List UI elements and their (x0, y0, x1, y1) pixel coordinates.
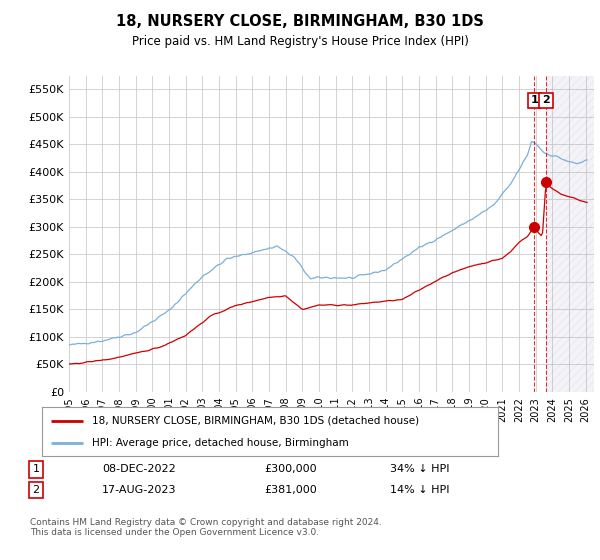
Text: Contains HM Land Registry data © Crown copyright and database right 2024.
This d: Contains HM Land Registry data © Crown c… (30, 518, 382, 538)
Text: 08-DEC-2022: 08-DEC-2022 (102, 464, 176, 474)
Text: 2: 2 (32, 485, 40, 495)
Text: 2: 2 (542, 95, 550, 105)
Bar (546, 76, 594, 392)
Text: £381,000: £381,000 (264, 485, 317, 495)
Text: Price paid vs. HM Land Registry's House Price Index (HPI): Price paid vs. HM Land Registry's House … (131, 35, 469, 48)
Text: 17-AUG-2023: 17-AUG-2023 (102, 485, 176, 495)
Text: 1: 1 (530, 95, 538, 105)
Text: 18, NURSERY CLOSE, BIRMINGHAM, B30 1DS: 18, NURSERY CLOSE, BIRMINGHAM, B30 1DS (116, 14, 484, 29)
Text: £300,000: £300,000 (264, 464, 317, 474)
Text: 14% ↓ HPI: 14% ↓ HPI (390, 485, 449, 495)
Text: 34% ↓ HPI: 34% ↓ HPI (390, 464, 449, 474)
Text: HPI: Average price, detached house, Birmingham: HPI: Average price, detached house, Birm… (92, 437, 349, 447)
Text: 1: 1 (32, 464, 40, 474)
Text: 18, NURSERY CLOSE, BIRMINGHAM, B30 1DS (detached house): 18, NURSERY CLOSE, BIRMINGHAM, B30 1DS (… (92, 416, 419, 426)
